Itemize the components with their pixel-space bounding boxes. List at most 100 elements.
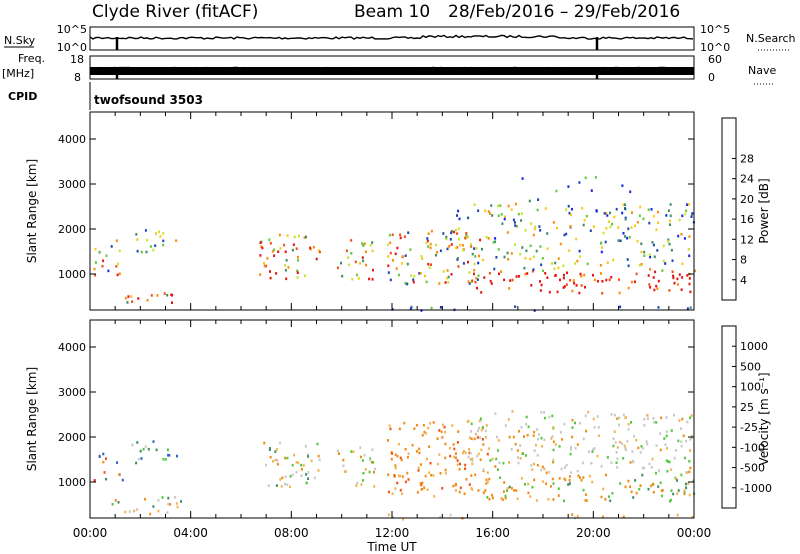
range-gate-cell-108: [350, 239, 353, 242]
range-gate-cell-54: [295, 247, 298, 250]
range-gate-cell-253: [411, 443, 414, 447]
range-gate-cell-0: [115, 239, 118, 242]
range-gate-cell-440: [690, 215, 693, 218]
range-gate-cell-397: [478, 426, 480, 430]
range-gate-cell-83: [283, 243, 286, 247]
range-gate-cell-36: [149, 245, 152, 248]
range-gate-cell-435: [541, 444, 544, 448]
range-gate-cell-496: [520, 219, 523, 222]
range-gate-cell-350: [669, 498, 672, 502]
range-gate-cell-146: [387, 264, 390, 268]
range-gate-cell-198: [485, 482, 488, 485]
range-gate-cell-526: [391, 308, 394, 311]
range-gate-cell-303: [627, 479, 630, 483]
colorbar-tick-label-2: 100: [740, 381, 761, 394]
range-gate-cell-387: [652, 214, 655, 218]
range-gate-cell-40: [164, 458, 167, 461]
range-gate-cell-89: [295, 470, 298, 474]
range-gate-cell-217: [575, 284, 578, 287]
range-gate-cell-98: [356, 481, 359, 485]
range-gate-cell-359: [661, 494, 663, 498]
range-gate-cell-248: [396, 454, 399, 458]
range-gate-cell-482: [457, 227, 460, 231]
range-gate-cell-411: [617, 239, 620, 242]
range-gate-cell-481: [511, 410, 514, 413]
x-tick-label-6: 00:00: [677, 526, 712, 540]
range-gate-cell-111: [361, 242, 364, 245]
range-gate-cell-74: [275, 272, 278, 275]
range-gate-cell-139: [401, 255, 404, 258]
range-gate-cell-344: [604, 240, 607, 244]
range-gate-cell-567: [489, 459, 492, 462]
range-gate-cell-517: [477, 209, 480, 212]
range-gate-cell-466: [600, 241, 603, 245]
range-gate-cell-491: [624, 416, 627, 419]
range-gate-cell-362: [524, 256, 527, 260]
range-gate-cell-295: [480, 291, 483, 294]
range-gate-cell-47: [155, 448, 158, 452]
range-gate-cell-215: [544, 272, 547, 275]
range-gate-cell-504: [532, 233, 535, 237]
range-gate-cell-504: [673, 456, 676, 460]
range-gate-cell-201: [474, 473, 477, 477]
range-gate-cell-490: [624, 217, 627, 221]
range-gate-cell-108: [338, 452, 340, 455]
range-gate-cell-20: [136, 508, 139, 511]
range-gate-cell-200: [406, 262, 409, 266]
range-gate-cell-353: [613, 215, 616, 219]
range-gate-cell-341: [486, 480, 489, 484]
range-gate-cell-219: [672, 274, 675, 278]
range-gate-cell-556: [614, 441, 617, 444]
range-gate-cell-85: [318, 250, 321, 254]
range-gate-cell-320: [640, 250, 643, 254]
range-gate-cell-361: [588, 474, 591, 478]
range-gate-cell-401: [655, 228, 658, 231]
range-gate-cell-514: [616, 446, 619, 449]
range-gate-cell-52: [291, 463, 294, 467]
range-gate-cell-414: [481, 426, 484, 429]
range-gate-cell-232: [406, 471, 409, 475]
range-gate-cell-498: [649, 268, 651, 271]
range-gate-cell-260: [470, 487, 473, 490]
range-gate-cell-369: [585, 214, 588, 218]
range-gate-cell-406: [643, 254, 646, 257]
range-gate-cell-11: [98, 250, 101, 254]
nsky-label: N.Sky: [4, 34, 36, 47]
range-gate-cell-31: [158, 230, 160, 234]
frequency-panel: [89, 55, 695, 80]
range-gate-cell-288: [584, 285, 586, 289]
range-gate-cell-435: [583, 218, 586, 222]
range-gate-cell-525: [561, 438, 564, 441]
range-gate-cell-228: [470, 474, 473, 477]
range-gate-cell-129: [427, 245, 430, 248]
range-gate-cell-412: [491, 214, 494, 217]
range-gate-cell-420: [507, 204, 510, 208]
range-gate-cell-41: [162, 457, 165, 461]
range-gate-cell-240: [482, 443, 485, 446]
range-gate-cell-26: [128, 510, 131, 513]
range-gate-cell-191: [446, 276, 449, 280]
range-gate-cell-284: [619, 482, 622, 485]
range-gate-cell-467: [552, 458, 555, 462]
range-gate-cell-564: [642, 447, 645, 450]
range-gate-cell-516: [540, 436, 543, 440]
range-gate-cell-42: [166, 448, 169, 452]
range-gate-cell-468: [574, 421, 576, 425]
x-tick-label-0: 00:00: [73, 526, 108, 540]
range-gate-cell-334: [470, 243, 472, 246]
range-gate-cell-518: [626, 439, 629, 443]
range-gate-cell-234: [633, 280, 636, 284]
colorbar-tick-label-0: 4: [740, 274, 747, 287]
range-gate-cell-209: [390, 457, 393, 461]
range-gate-cell-259: [455, 482, 457, 486]
range-gate-cell-110: [371, 249, 374, 253]
range-gate-cell-234: [421, 481, 424, 485]
range-gate-cell-102: [371, 448, 374, 452]
range-gate-cell-233: [427, 426, 430, 430]
range-gate-cell-291: [672, 492, 675, 496]
colorbar-tick-label-1: 8: [740, 254, 747, 267]
range-gate-cell-327: [639, 484, 642, 487]
range-gate-cell-93: [259, 254, 262, 257]
range-gate-cell-167: [416, 491, 419, 494]
colorbar-tick-label-6: 28: [740, 152, 754, 165]
